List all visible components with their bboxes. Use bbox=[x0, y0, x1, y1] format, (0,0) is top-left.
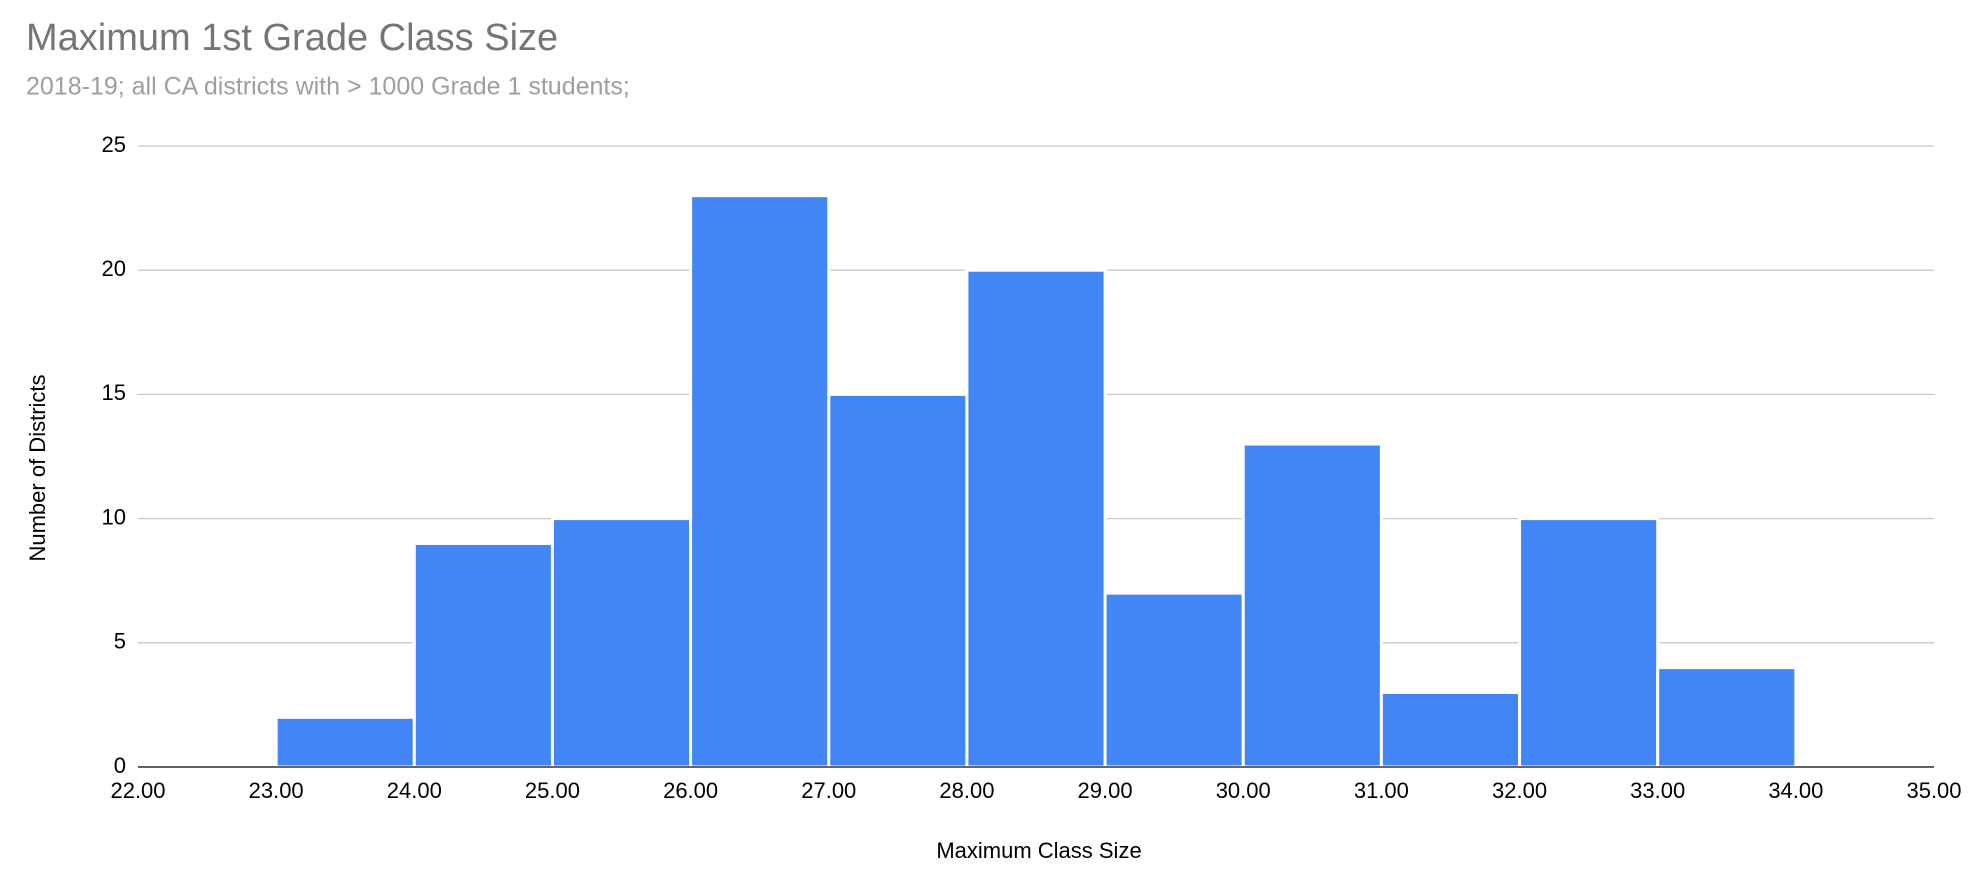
chart-subtitle: 2018-19; all CA districts with > 1000 Gr… bbox=[26, 73, 630, 101]
bar bbox=[412, 541, 554, 769]
y-tick-label: 20 bbox=[102, 256, 126, 281]
bar bbox=[827, 392, 969, 769]
x-tick-label: 27.00 bbox=[801, 778, 856, 803]
x-tick-label: 23.00 bbox=[249, 778, 304, 803]
x-tick-label: 31.00 bbox=[1354, 778, 1409, 803]
y-tick-label: 25 bbox=[102, 132, 126, 157]
y-tick-label: 15 bbox=[102, 380, 126, 405]
x-tick-label: 35.00 bbox=[1906, 778, 1961, 803]
x-tick-label: 34.00 bbox=[1768, 778, 1823, 803]
x-tick-label: 30.00 bbox=[1216, 778, 1271, 803]
bar bbox=[1379, 690, 1522, 769]
y-tick-label: 10 bbox=[102, 504, 126, 529]
bar bbox=[1656, 666, 1798, 769]
x-tick-label: 24.00 bbox=[387, 778, 442, 803]
x-axis-title: Maximum Class Size bbox=[936, 838, 1141, 863]
bar bbox=[274, 715, 416, 769]
x-tick-label: 29.00 bbox=[1078, 778, 1133, 803]
x-tick-label: 25.00 bbox=[525, 778, 580, 803]
bar bbox=[965, 268, 1107, 769]
chart-title: Maximum 1st Grade Class Size bbox=[26, 17, 558, 59]
y-axis-title: Number of Districts bbox=[25, 374, 50, 561]
x-tick-label: 22.00 bbox=[110, 778, 165, 803]
y-tick-label: 0 bbox=[114, 753, 126, 778]
bar bbox=[689, 194, 831, 769]
x-tick-label: 26.00 bbox=[663, 778, 718, 803]
x-tick-label: 32.00 bbox=[1492, 778, 1547, 803]
bar bbox=[1103, 591, 1245, 769]
bar bbox=[1518, 517, 1660, 769]
x-tick-label: 28.00 bbox=[939, 778, 994, 803]
bar bbox=[1241, 442, 1383, 769]
bar bbox=[550, 517, 693, 769]
x-tick-label: 33.00 bbox=[1630, 778, 1685, 803]
y-tick-label: 5 bbox=[114, 629, 126, 654]
